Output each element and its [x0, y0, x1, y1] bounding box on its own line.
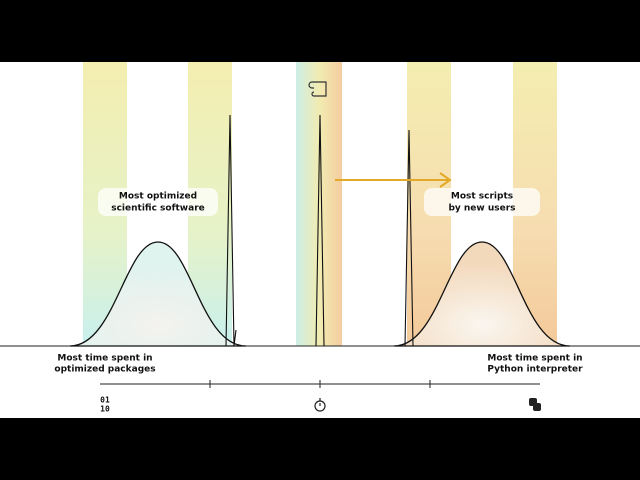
left-curve: [69, 241, 247, 347]
scroll-icon: [308, 81, 327, 97]
arrow: [335, 172, 452, 188]
spike: [404, 129, 414, 347]
python-icon: [529, 398, 541, 411]
binary-icon: 01: [100, 396, 110, 405]
spike: [315, 114, 325, 347]
right-curve: [393, 241, 571, 347]
axis: [100, 380, 540, 388]
spike: [225, 114, 237, 347]
binary-icon: 10: [100, 405, 110, 414]
timer-icon: [314, 398, 326, 412]
axis-label: Most time spent in: [57, 354, 152, 364]
peak-label: scientific software: [111, 204, 205, 214]
axis-label: Python interpreter: [487, 365, 583, 375]
peak-label: by new users: [448, 204, 515, 214]
label-box: [424, 188, 540, 216]
axis-label: Most time spent in: [487, 354, 582, 364]
peak-label: Most scripts: [451, 192, 513, 202]
peak-label: Most optimized: [119, 192, 197, 202]
axis-label: optimized packages: [54, 365, 155, 375]
label-box: [98, 188, 218, 216]
